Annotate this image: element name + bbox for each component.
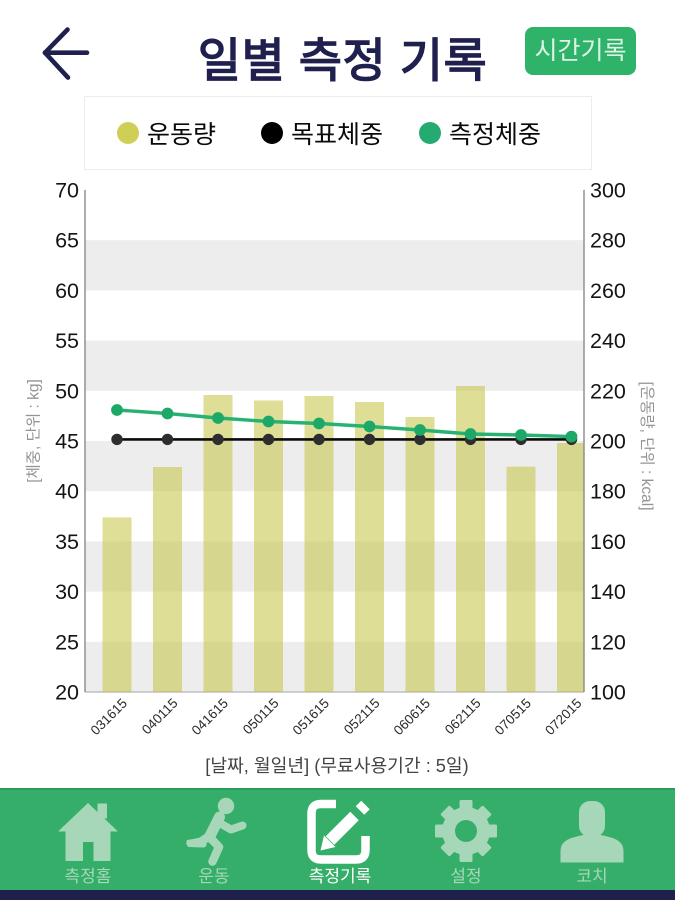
svg-text:070515: 070515 [492,696,534,738]
svg-text:20: 20 [55,681,79,705]
svg-text:65: 65 [55,229,79,253]
svg-text:50: 50 [55,379,79,403]
svg-text:70: 70 [55,180,79,203]
svg-text:120: 120 [590,630,626,654]
svg-text:031615: 031615 [88,696,130,738]
svg-text:100: 100 [590,681,626,705]
svg-text:300: 300 [590,180,626,203]
svg-text:[운동량, 단위 : kcal]: [운동량, 단위 : kcal] [638,381,656,510]
svg-text:60: 60 [55,279,79,303]
svg-text:160: 160 [590,530,626,554]
svg-text:260: 260 [590,279,626,303]
svg-text:45: 45 [55,430,79,454]
svg-text:040115: 040115 [139,696,181,738]
svg-text:072015: 072015 [542,696,584,738]
svg-text:[체중, 단위 : kg]: [체중, 단위 : kg] [25,379,43,483]
svg-text:280: 280 [590,229,626,253]
svg-text:측정기록: 측정기록 [309,867,372,886]
svg-text:050115: 050115 [240,696,282,738]
svg-text:240: 240 [590,329,626,353]
svg-text:140: 140 [590,580,626,604]
svg-text:051615: 051615 [290,696,332,738]
svg-text:40: 40 [55,480,79,504]
svg-text:25: 25 [55,630,79,654]
svg-text:측정홈: 측정홈 [65,867,112,886]
svg-text:30: 30 [55,580,79,604]
svg-text:운동: 운동 [198,867,229,886]
svg-text:코치: 코치 [576,867,607,886]
svg-text:55: 55 [55,329,79,353]
svg-text:052115: 052115 [341,696,383,738]
svg-text:220: 220 [590,379,626,403]
svg-text:[날짜, 월일년] (무료사용기간 : 5일): [날짜, 월일년] (무료사용기간 : 5일) [205,756,468,776]
svg-text:35: 35 [55,530,79,554]
svg-text:180: 180 [590,480,626,504]
svg-text:062115: 062115 [442,696,484,738]
svg-text:설정: 설정 [450,867,481,886]
svg-text:060615: 060615 [391,696,433,738]
svg-text:041615: 041615 [189,696,231,738]
svg-text:200: 200 [590,430,626,454]
